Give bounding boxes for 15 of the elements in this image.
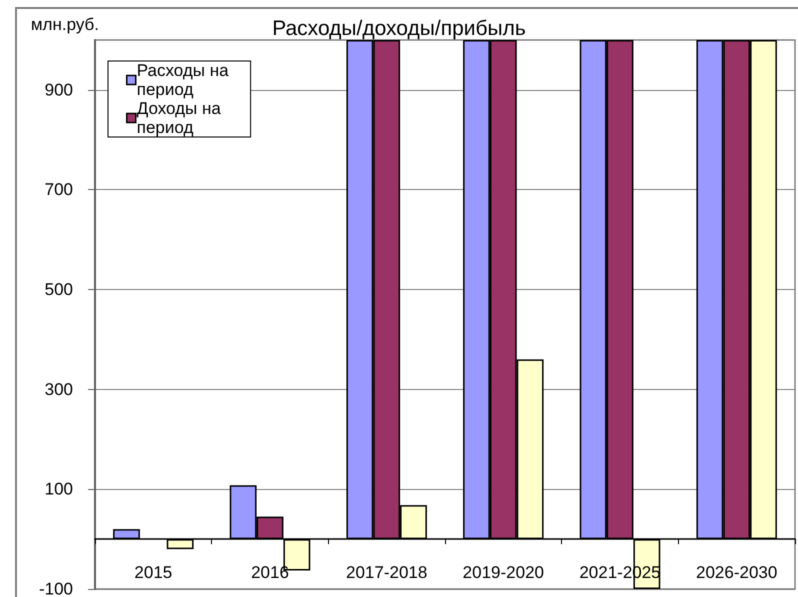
legend-label: Доходы на период [136,99,222,137]
y-axis-title: млн.руб. [30,15,99,34]
chart-title: Расходы/доходы/прибыль [272,17,526,40]
x-tick-label: 2015 [134,563,172,582]
legend-label: Расходы на период [136,61,230,99]
y-tick-label: 700 [44,180,73,200]
y-tick-label: 500 [44,280,73,300]
y-tick-label: -100 [38,580,73,597]
x-tick-label: 2016 [251,563,289,582]
x-tick-label: 2026-2030 [696,563,778,582]
x-tick-label: 2017-2018 [346,563,428,582]
x-tick-label: 2019-2020 [462,563,544,582]
y-tick-label: 100 [44,480,73,499]
y-tick-label: 900 [44,80,73,100]
y-tick-label: 300 [44,380,73,399]
